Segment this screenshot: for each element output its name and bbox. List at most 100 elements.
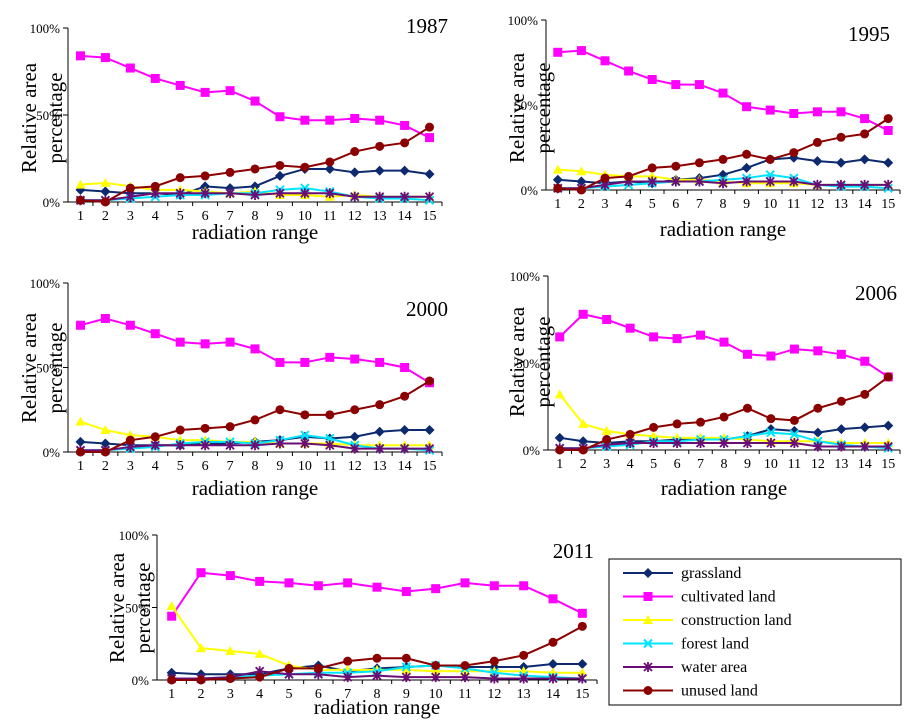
x-tick-label: 12 <box>348 209 362 224</box>
x-tick-label: 8 <box>252 459 259 474</box>
data-point <box>250 96 260 106</box>
data-point <box>125 191 135 202</box>
data-point <box>578 436 589 447</box>
legend-marker <box>643 592 653 601</box>
data-point <box>350 113 360 123</box>
data-point <box>375 191 385 202</box>
data-point <box>300 430 310 440</box>
data-point <box>225 646 236 655</box>
data-point <box>250 440 260 451</box>
data-point <box>167 611 177 621</box>
x-tick-label: 6 <box>315 687 322 702</box>
data-point <box>300 115 310 125</box>
x-tick-label: 4 <box>627 457 634 472</box>
y-tick-label: 100% <box>119 528 150 543</box>
y-axis-label: Relative areapercentage <box>505 306 555 417</box>
data-point <box>300 410 310 420</box>
x-axis-label: radiation range <box>192 476 319 500</box>
data-point <box>401 664 412 674</box>
data-point <box>789 148 799 158</box>
data-point <box>489 656 499 666</box>
x-tick-label: 6 <box>672 197 679 212</box>
x-tick-label: 2 <box>102 209 109 224</box>
series-water-area <box>555 438 893 454</box>
data-point <box>400 120 410 130</box>
y-tick-label: 0% <box>523 443 541 458</box>
data-point <box>553 47 563 57</box>
data-point <box>150 329 160 339</box>
data-point <box>284 663 294 673</box>
data-point <box>225 422 235 432</box>
x-tick-label: 3 <box>602 197 609 212</box>
data-point <box>548 594 558 604</box>
data-point <box>100 313 110 323</box>
x-tick-label: 10 <box>763 197 777 212</box>
legend-label: unused land <box>681 683 758 700</box>
data-point <box>859 422 870 433</box>
data-point <box>284 578 294 588</box>
chart-panel-1987: 0%50%100%1 2 3 4 5 6 7 8 9 10 11 12 13 14 151987radiat… <box>17 14 448 244</box>
x-tick-label: 9 <box>276 459 283 474</box>
data-point <box>313 581 323 591</box>
x-tick-label: 2 <box>102 459 109 474</box>
data-point <box>125 183 135 193</box>
data-point <box>578 309 588 319</box>
data-point <box>100 186 111 197</box>
data-point <box>812 107 822 117</box>
data-point <box>275 405 285 415</box>
data-point <box>553 183 563 193</box>
data-point <box>812 156 823 167</box>
x-tick-label: 3 <box>227 687 234 702</box>
legend-marker <box>643 638 653 649</box>
y-tick-label: 50% <box>125 601 149 616</box>
data-point <box>836 349 846 359</box>
data-point <box>719 337 729 347</box>
data-point <box>100 447 110 457</box>
x-axis-label: radiation range <box>660 217 787 241</box>
data-point <box>578 418 589 428</box>
data-point <box>100 438 111 449</box>
data-point <box>765 424 776 435</box>
data-point <box>200 188 210 199</box>
x-tick-label: 7 <box>696 197 703 212</box>
data-point <box>625 438 635 449</box>
chart-panel-1995: 0%50%100%1 2 3 4 5 6 7 8 9 10 11 12 13 14 151995radiat… <box>505 13 901 241</box>
data-point <box>100 177 111 187</box>
data-point <box>424 443 435 454</box>
data-point <box>578 445 588 455</box>
data-point <box>200 339 210 349</box>
data-point <box>324 163 335 174</box>
data-point <box>789 176 799 187</box>
data-point <box>255 672 265 682</box>
data-point <box>765 154 775 164</box>
data-point <box>600 173 610 183</box>
data-point <box>200 423 210 433</box>
data-point <box>75 179 86 189</box>
data-point <box>225 188 235 199</box>
legend-label: grassland <box>681 565 741 582</box>
data-point <box>555 445 565 455</box>
data-point <box>401 662 412 672</box>
data-point <box>694 176 705 187</box>
data-point <box>883 420 894 431</box>
y-axis-label: Relative areapercentage <box>105 552 155 663</box>
legend-marker <box>643 686 653 695</box>
data-point <box>399 425 410 436</box>
data-point <box>299 431 310 442</box>
data-point <box>460 578 470 588</box>
x-tick-label: 3 <box>603 457 610 472</box>
data-point <box>343 672 353 683</box>
y-tick-label: 0% <box>43 445 61 460</box>
data-point <box>647 163 657 173</box>
data-point <box>789 109 799 118</box>
data-point <box>100 53 110 63</box>
x-tick-label: 11 <box>323 459 336 474</box>
legend-marker <box>643 615 653 624</box>
data-point <box>765 169 775 180</box>
data-point <box>812 179 823 190</box>
data-point <box>601 425 612 435</box>
data-point <box>742 438 753 449</box>
x-tick-label: 11 <box>788 457 801 472</box>
series-unused-land <box>75 376 435 457</box>
chart-title: 2000 <box>406 297 448 321</box>
